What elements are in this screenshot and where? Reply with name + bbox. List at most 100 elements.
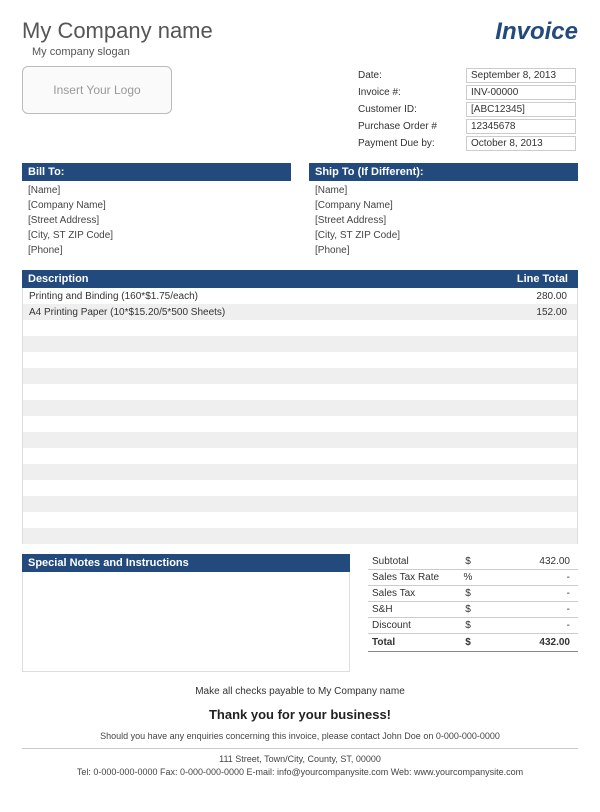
- totals-symbol: $: [458, 602, 478, 618]
- meta-value[interactable]: [ABC12345]: [466, 102, 576, 117]
- item-row: [23, 336, 577, 352]
- address-line: [Street Address]: [315, 213, 572, 228]
- meta-label: Purchase Order #: [354, 119, 464, 134]
- ship-to-block: Ship To (If Different): [Name][Company N…: [309, 163, 578, 260]
- meta-value[interactable]: 12345678: [466, 119, 576, 134]
- item-row: [23, 448, 577, 464]
- item-row: [23, 464, 577, 480]
- item-row: [23, 512, 577, 528]
- meta-row: Customer ID:[ABC12345]: [354, 102, 576, 117]
- address-line: [Phone]: [315, 243, 572, 258]
- invoice-meta: Date:September 8, 2013Invoice #:INV-0000…: [352, 66, 578, 153]
- totals-row: Sales Tax Rate%-: [368, 570, 578, 586]
- address-line: [Company Name]: [315, 198, 572, 213]
- bill-to-block: Bill To: [Name][Company Name][Street Add…: [22, 163, 291, 260]
- totals-label: Sales Tax: [368, 586, 458, 602]
- item-row: [23, 352, 577, 368]
- footer-contact-line: Tel: 0-000-000-0000 Fax: 0-000-000-0000 …: [22, 766, 578, 780]
- ship-to-title: Ship To (If Different):: [309, 163, 578, 181]
- meta-row: Payment Due by:October 8, 2013: [354, 136, 576, 151]
- header: My Company name My company slogan Invoic…: [22, 18, 578, 58]
- grand-total-label: Total: [368, 634, 458, 652]
- company-slogan: My company slogan: [32, 46, 213, 58]
- item-row: [23, 480, 577, 496]
- footer-contact: Should you have any enquiries concerning…: [22, 730, 578, 780]
- totals-value: 432.00: [478, 554, 578, 570]
- item-row: [23, 400, 577, 416]
- item-row: [23, 368, 577, 384]
- grand-total-row: Total$432.00: [368, 634, 578, 652]
- bottom-row: Special Notes and Instructions Subtotal$…: [22, 554, 578, 672]
- totals-symbol: $: [458, 554, 478, 570]
- item-row: [23, 416, 577, 432]
- meta-label: Payment Due by:: [354, 136, 464, 151]
- address-line: [City, ST ZIP Code]: [315, 228, 572, 243]
- item-row: [23, 320, 577, 336]
- company-block: My Company name My company slogan: [22, 18, 213, 58]
- totals-value: -: [478, 618, 578, 634]
- payable-text: Make all checks payable to My Company na…: [22, 686, 578, 697]
- totals-label: Subtotal: [368, 554, 458, 570]
- notes-title: Special Notes and Instructions: [22, 554, 350, 572]
- address-line: [Name]: [315, 183, 572, 198]
- item-row: A4 Printing Paper (10*$15.20/5*500 Sheet…: [23, 304, 577, 320]
- item-row: [23, 496, 577, 512]
- items-header-desc: Description: [22, 270, 478, 288]
- totals-value: -: [478, 586, 578, 602]
- invoice-title: Invoice: [495, 18, 578, 46]
- address-line: [Company Name]: [28, 198, 285, 213]
- bill-to-lines: [Name][Company Name][Street Address][Cit…: [22, 181, 291, 260]
- bill-to-title: Bill To:: [22, 163, 291, 181]
- meta-label: Customer ID:: [354, 102, 464, 117]
- item-row: [23, 528, 577, 544]
- items-header-total: Line Total: [478, 270, 578, 288]
- item-desc: Printing and Binding (160*$1.75/each): [23, 291, 477, 302]
- totals-label: Sales Tax Rate: [368, 570, 458, 586]
- items-body: Printing and Binding (160*$1.75/each)280…: [22, 288, 578, 544]
- item-total: 280.00: [477, 291, 577, 302]
- notes-body[interactable]: [22, 572, 350, 672]
- totals-value: -: [478, 602, 578, 618]
- meta-row: Purchase Order #12345678: [354, 119, 576, 134]
- grand-total-symbol: $: [458, 634, 478, 652]
- meta-label: Date:: [354, 68, 464, 83]
- items-table: Description Line Total Printing and Bind…: [22, 270, 578, 544]
- totals-value: -: [478, 570, 578, 586]
- totals-label: Discount: [368, 618, 458, 634]
- address-line: [Name]: [28, 183, 285, 198]
- enquiries-text: Should you have any enquiries concerning…: [22, 730, 578, 744]
- totals-row: Sales Tax$-: [368, 586, 578, 602]
- meta-value[interactable]: INV-00000: [466, 85, 576, 100]
- thank-you-text: Thank you for your business!: [22, 707, 578, 722]
- logo-meta-row: Insert Your Logo Date:September 8, 2013I…: [22, 66, 578, 153]
- ship-to-lines: [Name][Company Name][Street Address][Cit…: [309, 181, 578, 260]
- totals-row: Discount$-: [368, 618, 578, 634]
- item-total: 152.00: [477, 307, 577, 318]
- company-name: My Company name: [22, 18, 213, 44]
- item-row: Printing and Binding (160*$1.75/each)280…: [23, 288, 577, 304]
- address-line: [City, ST ZIP Code]: [28, 228, 285, 243]
- meta-value[interactable]: October 8, 2013: [466, 136, 576, 151]
- totals-label: S&H: [368, 602, 458, 618]
- meta-value[interactable]: September 8, 2013: [466, 68, 576, 83]
- items-header: Description Line Total: [22, 270, 578, 288]
- footer-address: 111 Street, Town/City, County, ST, 00000: [22, 748, 578, 767]
- address-row: Bill To: [Name][Company Name][Street Add…: [22, 163, 578, 260]
- meta-row: Date:September 8, 2013: [354, 68, 576, 83]
- totals-row: Subtotal$432.00: [368, 554, 578, 570]
- item-desc: A4 Printing Paper (10*$15.20/5*500 Sheet…: [23, 307, 477, 318]
- totals-symbol: $: [458, 618, 478, 634]
- address-line: [Phone]: [28, 243, 285, 258]
- item-row: [23, 432, 577, 448]
- totals-symbol: $: [458, 586, 478, 602]
- address-line: [Street Address]: [28, 213, 285, 228]
- totals-row: S&H$-: [368, 602, 578, 618]
- totals-symbol: %: [458, 570, 478, 586]
- meta-label: Invoice #:: [354, 85, 464, 100]
- item-row: [23, 384, 577, 400]
- logo-placeholder[interactable]: Insert Your Logo: [22, 66, 172, 114]
- meta-row: Invoice #:INV-00000: [354, 85, 576, 100]
- notes-block: Special Notes and Instructions: [22, 554, 350, 672]
- grand-total-value: 432.00: [478, 634, 578, 652]
- totals-block: Subtotal$432.00Sales Tax Rate%-Sales Tax…: [368, 554, 578, 672]
